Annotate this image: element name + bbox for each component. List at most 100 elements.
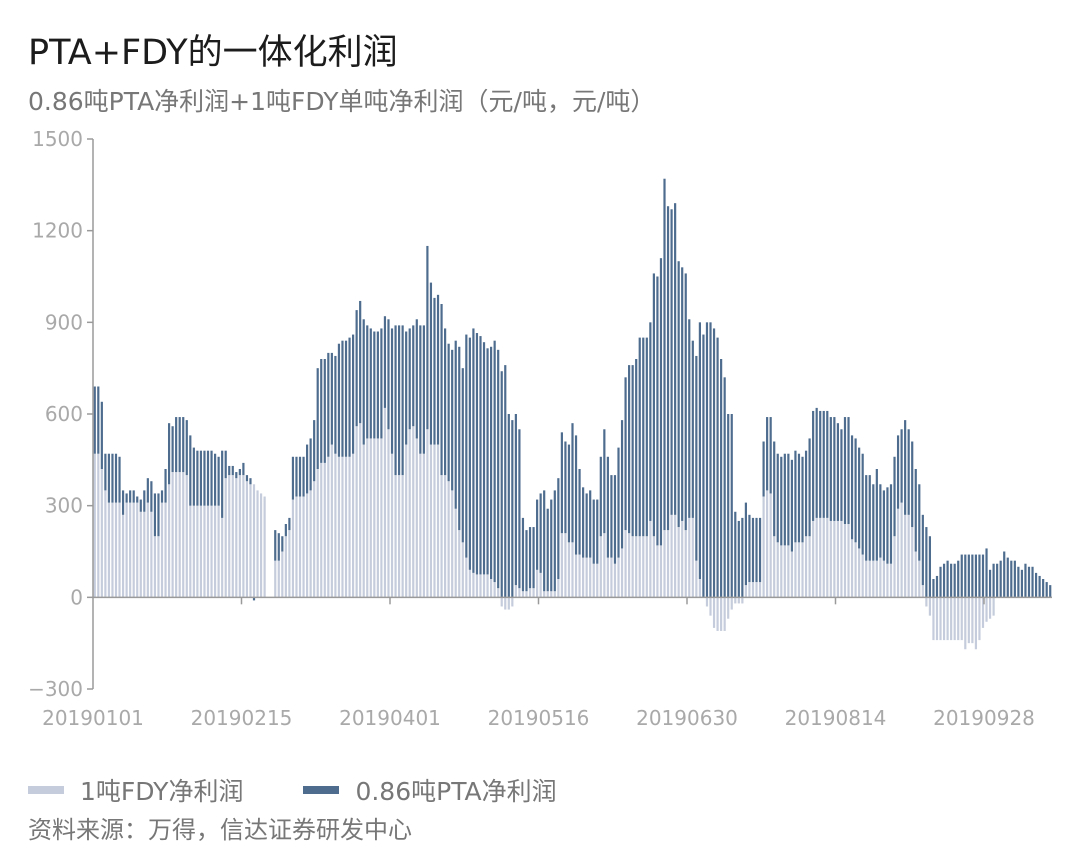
fdy-bar [971,597,974,644]
pta-bar [139,499,142,512]
pta-bar [249,478,252,485]
fdy-bar [182,472,185,598]
legend-swatch-fdy [28,786,64,794]
fdy-bar [153,536,157,598]
pta-bar [981,554,985,598]
pta-bar [475,333,479,575]
fdy-bar [553,591,556,598]
pta-bar [146,478,149,503]
fdy-bar [567,542,571,598]
pta-bar [921,514,924,586]
pta-bar [369,328,372,439]
fdy-bar [486,574,489,598]
pta-bar [698,322,701,579]
fdy-bar [773,536,776,598]
bars-layer [93,178,1052,650]
fdy-bar [274,560,277,598]
pta-bar [649,322,652,521]
pta-bar [465,334,468,558]
fdy-bar [762,496,765,598]
fdy-bar [539,572,542,598]
pta-bar [429,282,433,445]
fdy-bar [826,517,829,598]
pta-bar [320,359,323,463]
pta-bar [461,368,464,543]
pta-bar [1017,566,1020,598]
pta-bar [978,554,981,598]
pta-bar [167,423,171,485]
fdy-bar [804,536,808,598]
fdy-bar [688,517,691,598]
fdy-bar [479,574,482,598]
pta-bar [490,346,493,579]
pta-bar [507,414,510,598]
pta-bar [150,481,153,512]
pta-bar [985,548,988,598]
pta-bar [950,563,953,598]
pta-bar [114,453,118,503]
fdy-bar [454,508,457,598]
fdy-bar [295,496,298,598]
fdy-bar [861,554,864,598]
fdy-bar [213,505,217,598]
pta-bar [709,322,712,598]
fdy-bar [705,597,709,607]
pta-bar [125,493,128,503]
pta-bar [879,484,882,558]
y-tick-label: 900 [45,310,83,334]
pta-bar [935,575,939,598]
fdy-bar [121,514,125,598]
pta-bar [560,432,563,534]
pta-bar [525,530,528,592]
pta-bar [1013,560,1016,598]
pta-bar [118,456,121,503]
pta-bar [143,490,146,512]
x-tick-label: 20190101 [42,706,144,730]
pta-bar [610,475,613,558]
pta-bar [720,359,723,598]
fdy-bar [960,597,963,641]
fdy-bar [344,456,348,598]
pta-bar [946,560,949,598]
pta-bar [521,517,525,592]
fdy-bar [224,478,227,598]
pta-bar [203,450,206,506]
pta-bar [1038,575,1041,598]
fdy-bar [408,429,411,598]
fdy-bar [196,505,199,598]
fdy-bar [801,542,804,598]
pta-bar [900,429,903,503]
y-tick-label: 300 [45,494,83,518]
fdy-bar [327,456,330,598]
fdy-bar [850,539,854,598]
pta-bar [787,453,790,546]
pta-bar [192,447,195,506]
pta-bar [596,499,599,564]
pta-bar [1049,585,1052,598]
pta-bar [493,340,496,583]
fdy-bar [776,542,779,598]
fdy-bar [320,462,323,598]
fdy-bar [882,560,885,598]
pta-bar [309,438,312,491]
pta-bar [1042,579,1045,598]
fdy-bar [189,505,192,598]
pta-bar [1010,560,1013,598]
pta-bar [858,447,861,549]
legend-label-fdy: 1吨FDY净利润 [80,777,244,806]
pta-bar [401,325,404,476]
pta-bar [702,334,705,598]
pta-bar [744,502,747,586]
fdy-bar [758,582,762,598]
pta-bar [323,359,326,463]
fdy-bar [589,557,592,598]
pta-bar [928,536,932,598]
pta-bar [861,453,864,555]
fdy-bar [231,475,234,598]
pta-bar [557,478,560,579]
fdy-bar [175,472,178,598]
fdy-bar [468,569,471,598]
pta-bar [670,209,673,515]
fdy-bar [136,502,139,598]
pta-bar [486,348,489,575]
